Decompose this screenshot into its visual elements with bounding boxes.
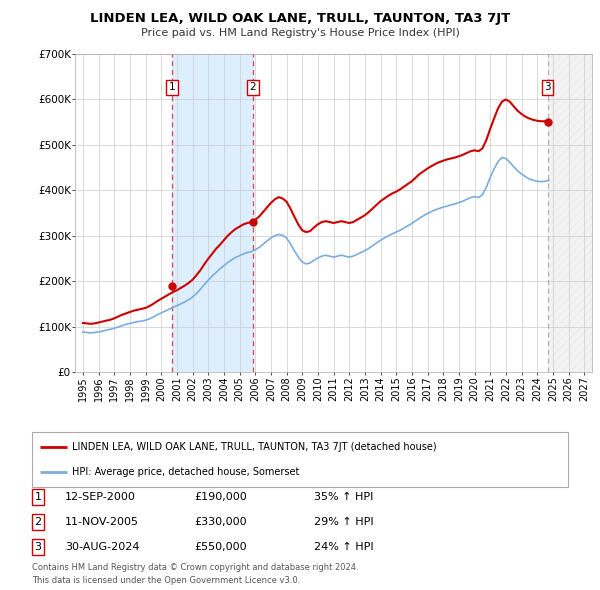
Text: 24% ↑ HPI: 24% ↑ HPI: [314, 542, 374, 552]
Text: £550,000: £550,000: [194, 542, 247, 552]
Text: 3: 3: [35, 542, 41, 552]
Text: LINDEN LEA, WILD OAK LANE, TRULL, TAUNTON, TA3 7JT (detached house): LINDEN LEA, WILD OAK LANE, TRULL, TAUNTO…: [72, 442, 437, 452]
Bar: [548, 54, 592, 372]
Text: 2: 2: [34, 517, 41, 527]
Text: HPI: Average price, detached house, Somerset: HPI: Average price, detached house, Some…: [72, 467, 299, 477]
Text: 3: 3: [544, 83, 551, 93]
Text: 11-NOV-2005: 11-NOV-2005: [65, 517, 139, 527]
Bar: [172, 54, 253, 372]
Text: 2: 2: [250, 83, 256, 93]
Text: £330,000: £330,000: [194, 517, 247, 527]
Text: This data is licensed under the Open Government Licence v3.0.: This data is licensed under the Open Gov…: [32, 576, 301, 585]
Text: 1: 1: [35, 492, 41, 502]
Text: £190,000: £190,000: [194, 492, 247, 502]
Text: 35% ↑ HPI: 35% ↑ HPI: [314, 492, 373, 502]
Text: Contains HM Land Registry data © Crown copyright and database right 2024.: Contains HM Land Registry data © Crown c…: [32, 563, 359, 572]
Text: 12-SEP-2000: 12-SEP-2000: [65, 492, 136, 502]
Text: 30-AUG-2024: 30-AUG-2024: [65, 542, 139, 552]
Text: 29% ↑ HPI: 29% ↑ HPI: [314, 517, 374, 527]
Text: 1: 1: [169, 83, 176, 93]
Text: Price paid vs. HM Land Registry's House Price Index (HPI): Price paid vs. HM Land Registry's House …: [140, 28, 460, 38]
Text: LINDEN LEA, WILD OAK LANE, TRULL, TAUNTON, TA3 7JT: LINDEN LEA, WILD OAK LANE, TRULL, TAUNTO…: [90, 12, 510, 25]
